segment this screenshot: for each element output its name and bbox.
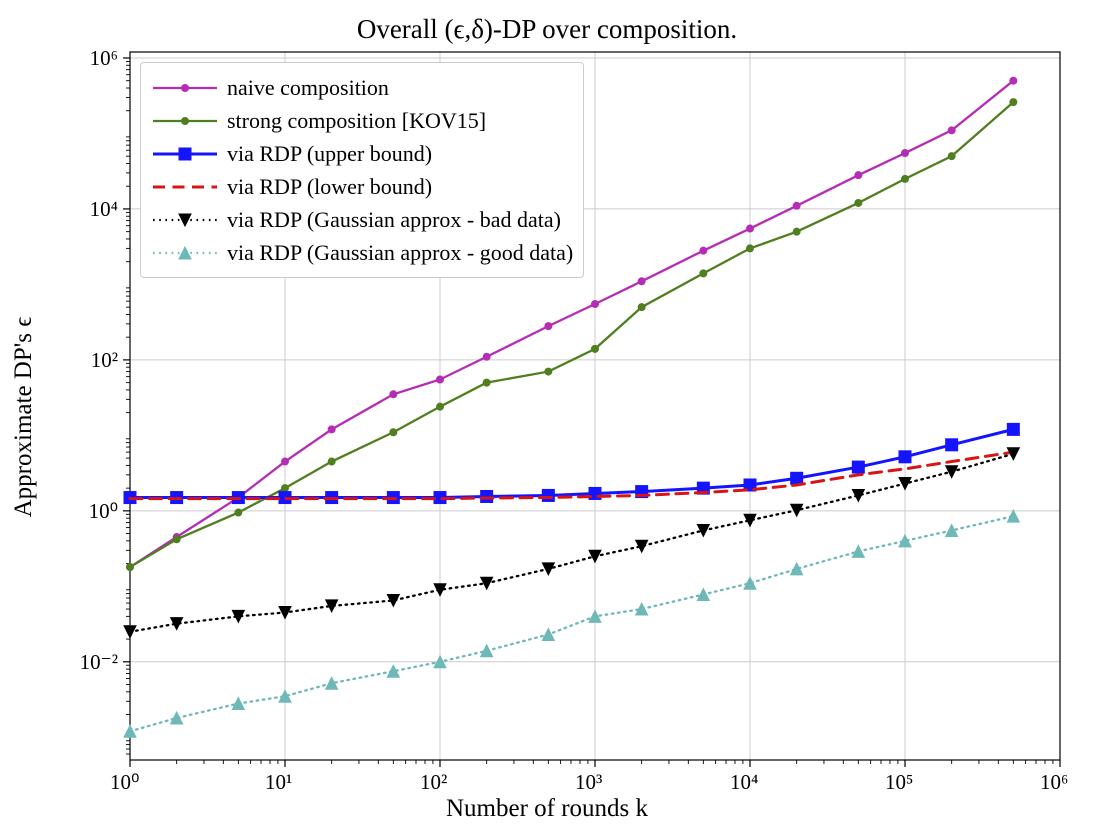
series-rdp_gauss_bad [124, 448, 1019, 638]
legend-item-label: via RDP (Gaussian approx - bad data) [227, 207, 561, 233]
x-tick-label: 10⁰ [110, 770, 139, 795]
legend-swatch-icon [151, 175, 219, 199]
legend-item-label: via RDP (upper bound) [227, 141, 432, 167]
x-tick-label: 10¹ [265, 770, 292, 795]
y-tick-label: 10⁶ [90, 46, 118, 71]
legend-item-rdp_upper: via RDP (upper bound) [151, 137, 573, 170]
x-tick-label: 10³ [575, 770, 602, 795]
legend-item-label: via RDP (lower bound) [227, 174, 432, 200]
legend-item-rdp_lower: via RDP (lower bound) [151, 170, 573, 203]
legend-item-rdp_gauss_bad: via RDP (Gaussian approx - bad data) [151, 203, 573, 236]
series-rdp_gauss_good [124, 510, 1019, 737]
legend-swatch-icon [151, 76, 219, 100]
x-tick-label: 10⁶ [1040, 770, 1068, 795]
legend-item-label: via RDP (Gaussian approx - good data) [227, 240, 573, 266]
legend-item-label: strong composition [KOV15] [227, 108, 486, 134]
x-tick-label: 10⁵ [885, 770, 913, 795]
dp-composition-chart: Overall (ϵ,δ)-DP over composition. Numbe… [0, 0, 1094, 833]
y-tick-label: 10⁰ [89, 499, 118, 524]
y-tick-label: 10⁴ [90, 197, 118, 222]
legend-swatch-icon [151, 208, 219, 232]
y-tick-label: 10² [91, 348, 118, 373]
y-tick-label: 10⁻² [80, 650, 118, 675]
series-rdp_upper [124, 423, 1019, 503]
legend-swatch-icon [151, 241, 219, 265]
x-tick-label: 10⁴ [730, 770, 758, 795]
legend-item-label: naive composition [227, 75, 389, 101]
legend-swatch-icon [151, 142, 219, 166]
legend-item-rdp_gauss_good: via RDP (Gaussian approx - good data) [151, 236, 573, 269]
legend-swatch-icon [151, 109, 219, 133]
legend-item-strong: strong composition [KOV15] [151, 104, 573, 137]
x-tick-label: 10² [420, 770, 447, 795]
legend-item-naive: naive composition [151, 71, 573, 104]
legend: naive composition strong composition [KOV… [140, 62, 584, 278]
series-rdp_lower [130, 452, 1013, 499]
